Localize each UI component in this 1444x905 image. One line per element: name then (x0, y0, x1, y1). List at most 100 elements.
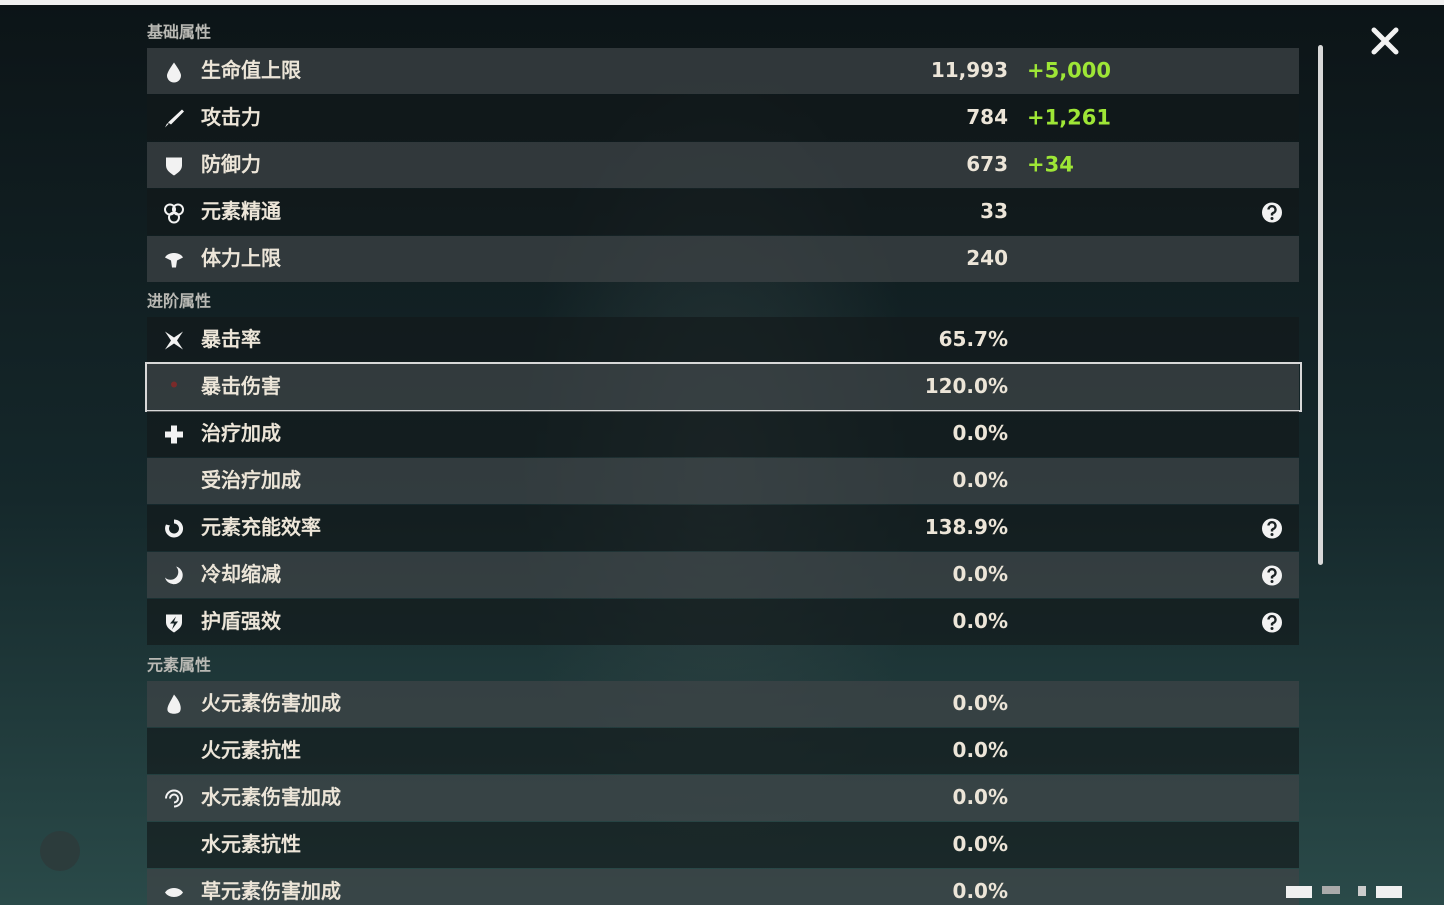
help-glyph (1267, 615, 1277, 626)
stat-row: 攻击力 784 +1,261 (147, 95, 1299, 141)
close-button[interactable] (1371, 27, 1399, 55)
stat-row: 护盾强效 0.0% (147, 599, 1299, 645)
row-background (147, 95, 1299, 141)
help-glyph (1267, 521, 1277, 532)
stat-row: 防御力 673 +34 (147, 142, 1299, 188)
stat-row: 火元素抗性 0.0% (147, 728, 1299, 774)
scrollbar[interactable] (1318, 45, 1323, 565)
stat-value: 0.0% (953, 609, 1008, 633)
row-background (147, 505, 1299, 551)
stat-label: 草元素伤害加成 (201, 879, 341, 903)
menu-button[interactable] (40, 831, 80, 871)
stat-label: 暴击率 (201, 327, 261, 351)
stat-label: 水元素抗性 (201, 832, 301, 856)
stat-row: 暴击伤害 120.0% (145, 362, 1302, 412)
stat-label: 水元素伤害加成 (201, 785, 341, 809)
stat-icon (165, 888, 183, 897)
stat-icon (165, 109, 184, 128)
row-background (147, 869, 1299, 905)
stat-icon (167, 694, 181, 714)
row-background (147, 458, 1299, 504)
help-glyph (1267, 205, 1277, 216)
stat-value: 673 (966, 152, 1008, 176)
stat-value: 0.0% (953, 421, 1008, 445)
stat-icon (165, 789, 183, 808)
help-button[interactable] (1262, 202, 1282, 223)
stat-value: 65.7% (939, 327, 1008, 351)
stat-label: 治疗加成 (201, 421, 281, 445)
stat-value: 0.0% (953, 832, 1008, 856)
stat-value: 120.0% (925, 374, 1008, 398)
stat-label: 火元素伤害加成 (201, 691, 341, 715)
stat-row: 受治疗加成 0.0% (147, 458, 1299, 504)
row-background (147, 599, 1299, 645)
stat-row: 治疗加成 0.0% (147, 411, 1299, 457)
section-title: 元素属性 (147, 656, 211, 675)
stat-icon (165, 519, 184, 538)
row-background (147, 48, 1299, 94)
stat-label: 冷却缩减 (201, 562, 281, 586)
row-background (147, 189, 1299, 235)
stat-row: 元素充能效率 138.9% (147, 505, 1299, 551)
stat-value: 0.0% (953, 785, 1008, 809)
stat-row: 元素精通 33 (147, 189, 1299, 235)
row-background (147, 236, 1299, 282)
row-background (147, 411, 1299, 457)
stat-icon (166, 157, 182, 176)
row-background (147, 364, 1299, 410)
row-background (147, 552, 1299, 598)
stat-row: 生命值上限 11,993 +5,000 (147, 48, 1299, 94)
stat-label: 防御力 (201, 152, 261, 176)
stat-value: 784 (966, 105, 1008, 129)
stat-value: 0.0% (953, 879, 1008, 903)
stat-value: 0.0% (953, 562, 1008, 586)
section-title: 进阶属性 (147, 292, 211, 311)
row-background (147, 681, 1299, 727)
stat-label: 暴击伤害 (201, 374, 281, 398)
stat-label: 受治疗加成 (201, 468, 301, 492)
stat-icon (164, 203, 185, 224)
row-background (147, 822, 1299, 868)
stat-bonus: +1,261 (1027, 106, 1111, 130)
help-dot (1270, 217, 1274, 220)
stat-bonus: +34 (1027, 153, 1074, 177)
stat-label: 护盾强效 (201, 609, 281, 633)
help-button[interactable] (1262, 565, 1282, 586)
stat-row: 火元素伤害加成 0.0% (147, 681, 1299, 727)
stat-icon (165, 425, 183, 444)
help-button[interactable] (1262, 612, 1282, 633)
stat-label: 元素充能效率 (201, 515, 321, 539)
stat-value: 240 (966, 246, 1008, 270)
row-background (147, 728, 1299, 774)
stat-label: 元素精通 (201, 199, 281, 223)
stat-icon (165, 331, 183, 350)
stat-icon (171, 381, 177, 388)
help-dot (1270, 580, 1274, 583)
help-button[interactable] (1262, 518, 1282, 539)
stat-value: 33 (980, 199, 1008, 223)
stat-icon (165, 566, 183, 585)
stat-row: 草元素伤害加成 0.0% (147, 869, 1299, 905)
help-dot (1270, 627, 1274, 630)
row-background (147, 142, 1299, 188)
help-glyph (1267, 568, 1277, 579)
top-edge (0, 0, 1444, 5)
stat-icon (166, 614, 182, 633)
row-background (147, 317, 1299, 363)
uid-mark (1286, 886, 1402, 898)
stat-value: 0.0% (953, 691, 1008, 715)
stat-icon (165, 253, 183, 268)
stat-icon (167, 62, 181, 83)
stat-value: 0.0% (953, 738, 1008, 762)
stat-label: 生命值上限 (201, 58, 301, 82)
stat-bonus: +5,000 (1027, 59, 1111, 83)
stat-row: 水元素抗性 0.0% (147, 822, 1299, 868)
stat-row: 冷却缩减 0.0% (147, 552, 1299, 598)
stat-row: 体力上限 240 (147, 236, 1299, 282)
stat-value: 138.9% (925, 515, 1008, 539)
row-background (147, 775, 1299, 821)
help-dot (1270, 533, 1274, 536)
stat-label: 攻击力 (201, 105, 261, 129)
